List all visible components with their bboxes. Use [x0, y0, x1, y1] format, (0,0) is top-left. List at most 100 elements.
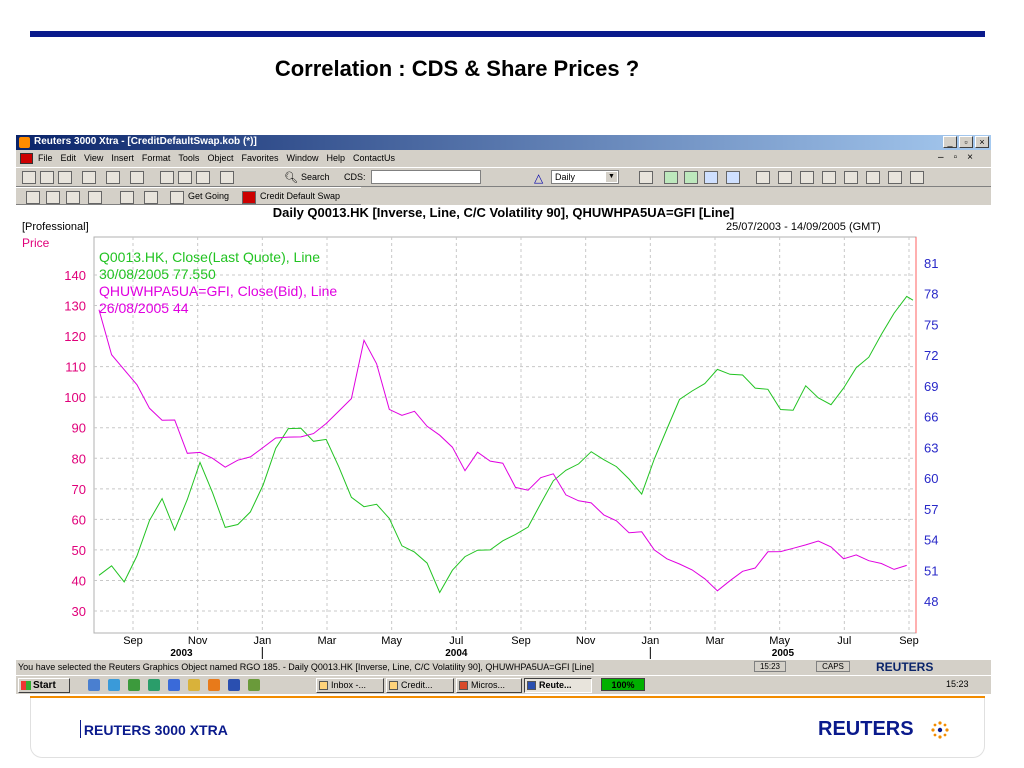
search-icon[interactable]: 🔍︎	[284, 172, 298, 184]
task-inbox[interactable]: Inbox -...	[316, 678, 384, 693]
move-icon[interactable]	[866, 171, 880, 184]
left-tick-label: 140	[64, 268, 86, 283]
restore-button[interactable]: ▫	[959, 136, 973, 148]
menu-item-object[interactable]: Object	[207, 153, 234, 163]
book-icon[interactable]	[66, 191, 80, 204]
left-tick-label: 100	[64, 390, 86, 405]
minimize-button[interactable]: _	[943, 136, 957, 148]
price-axis-label: Price	[22, 236, 50, 250]
ie-icon[interactable]	[108, 679, 120, 691]
windows-logo-icon	[21, 681, 31, 690]
crosshair-icon[interactable]	[664, 171, 678, 184]
legend-entry: 26/08/2005 44	[99, 300, 189, 316]
checklist-icon[interactable]	[144, 191, 158, 204]
x-tick-label: Mar	[706, 635, 725, 647]
cds-label: CDS:	[344, 172, 366, 182]
person-icon[interactable]	[26, 191, 40, 204]
triangle-icon[interactable]: △	[534, 171, 544, 185]
menu-item-window[interactable]: Window	[286, 153, 319, 163]
delete-icon[interactable]	[120, 191, 134, 204]
menu-item-help[interactable]: Help	[326, 153, 345, 163]
tree-icon[interactable]	[46, 191, 60, 204]
page-icon[interactable]	[88, 191, 102, 204]
desktop-icon[interactable]	[88, 679, 100, 691]
font-shrink-icon[interactable]	[178, 171, 192, 184]
task-reuters[interactable]: Reute...	[524, 678, 592, 693]
task-credit[interactable]: Credit...	[386, 678, 454, 693]
chart-area[interactable]: Daily Q0013.HK [Inverse, Line, C/C Volat…	[16, 205, 991, 660]
mdi-window-controls[interactable]: –▫×	[938, 152, 983, 163]
analysis-icon[interactable]	[822, 171, 836, 184]
reuters-logo: REUTERS	[818, 718, 914, 740]
left-tick-label: 50	[72, 543, 86, 558]
folder-icon[interactable]	[188, 679, 200, 691]
left-tick-label: 90	[72, 421, 86, 436]
caps-indicator: CAPS	[816, 661, 850, 672]
chevron-down-icon[interactable]: ▼	[606, 172, 617, 182]
word-icon[interactable]	[228, 679, 240, 691]
chart-tool-icon[interactable]	[106, 171, 120, 184]
x-tick-label: Jul	[449, 635, 463, 647]
menu-item-edit[interactable]: Edit	[60, 153, 77, 163]
text-icon[interactable]	[756, 171, 770, 184]
legend-entry: 30/08/2005 77.550	[99, 266, 216, 282]
excel-icon[interactable]	[128, 679, 140, 691]
menu-item-view[interactable]: View	[84, 153, 104, 163]
print-icon[interactable]	[58, 171, 72, 184]
menu-item-tools[interactable]: Tools	[178, 153, 200, 163]
x-tick-label: Jan	[641, 635, 659, 647]
trendline-icon[interactable]	[726, 171, 740, 184]
zoom-in-icon[interactable]	[888, 171, 902, 184]
left-tick-label: 70	[72, 482, 86, 497]
year-label: 2004	[445, 648, 468, 659]
credit-default-swap-button[interactable]: Credit Default Swap	[260, 191, 341, 201]
menu-item-contactus[interactable]: ContactUs	[353, 153, 396, 163]
left-tick-label: 40	[72, 573, 86, 588]
menu-item-file[interactable]: File	[38, 153, 53, 163]
x-tick-label: Nov	[576, 635, 596, 647]
lock-icon[interactable]	[778, 171, 792, 184]
font-grow-icon[interactable]	[160, 171, 174, 184]
wave-icon[interactable]	[704, 171, 718, 184]
menu-item-favorites[interactable]: Favorites	[241, 153, 279, 163]
footer-separator	[80, 720, 81, 738]
get-going-icon[interactable]	[170, 191, 184, 204]
zoom-out-icon[interactable]	[910, 171, 924, 184]
status-reuters-logo: REUTERS	[876, 660, 934, 674]
series-line-cds	[98, 309, 907, 592]
app-icon[interactable]	[148, 679, 160, 691]
edit-icon[interactable]	[196, 171, 210, 184]
search-label[interactable]: Search	[301, 172, 330, 182]
grid-icon[interactable]	[684, 171, 698, 184]
help-icon[interactable]	[130, 171, 144, 184]
menu-item-insert[interactable]: Insert	[111, 153, 134, 163]
save-icon[interactable]	[40, 171, 54, 184]
close-button[interactable]: ×	[975, 136, 989, 148]
period-select[interactable]: Daily ▼	[551, 170, 619, 184]
menu-item-format[interactable]: Format	[141, 153, 171, 163]
open-folder-icon[interactable]	[22, 171, 36, 184]
study-icon[interactable]	[800, 171, 814, 184]
monitor-icon[interactable]	[82, 171, 96, 184]
right-tick-label: 69	[924, 379, 938, 394]
cds-input[interactable]	[371, 170, 481, 184]
get-going-button[interactable]: Get Going	[188, 191, 230, 201]
task-microsoft[interactable]: Micros...	[456, 678, 522, 693]
right-tick-label: 48	[924, 594, 938, 609]
chart-type-icon[interactable]	[639, 171, 653, 184]
correlation-chart[interactable]: 140 130 120 110 100 90 80 70 60 50 40 30 81 78 75 72 69 6…	[16, 205, 991, 660]
outlook-icon	[319, 681, 328, 690]
media-icon[interactable]	[208, 679, 220, 691]
window-icon[interactable]	[220, 171, 234, 184]
right-tick-label: 81	[924, 256, 938, 271]
credit-default-swap-icon[interactable]	[242, 191, 256, 204]
document-icon[interactable]	[20, 153, 33, 164]
left-tick-label: 120	[64, 329, 86, 344]
tool-icon[interactable]	[248, 679, 260, 691]
hand-icon[interactable]	[844, 171, 858, 184]
browser-icon[interactable]	[168, 679, 180, 691]
start-button[interactable]: Start	[18, 678, 70, 693]
taskbar-clock: 15:23	[946, 679, 969, 689]
zoom-indicator[interactable]: 100%	[601, 678, 645, 691]
status-message: You have selected the Reuters Graphics O…	[18, 662, 595, 672]
